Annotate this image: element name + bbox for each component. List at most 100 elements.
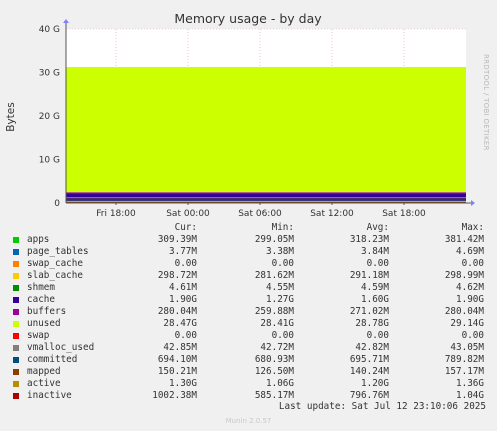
- legend-max-value: 1.36G: [456, 378, 484, 389]
- legend-row-unused: unused 28.47G 28.41G 28.78G 29.14G: [12, 318, 487, 330]
- legend-swatch: [13, 321, 19, 327]
- legend-min-value: 281.62M: [254, 270, 294, 281]
- legend-min-value: 680.93M: [254, 354, 294, 365]
- legend-swatch: [13, 357, 19, 363]
- legend-cur-value: 4.61M: [169, 282, 197, 293]
- legend-label: committed: [27, 354, 78, 365]
- legend-avg-value: 1.20G: [361, 378, 389, 389]
- legend-max-value: 381.42M: [444, 234, 484, 245]
- legend-avg-value: 291.18M: [349, 270, 389, 281]
- legend-row-buffers: buffers 280.04M 259.88M 271.02M 280.04M: [12, 306, 487, 318]
- legend-max-value: 789.82M: [444, 354, 484, 365]
- legend-swatch: [13, 285, 19, 291]
- area-shmem: [66, 200, 466, 201]
- legend-avg-value: 4.59M: [361, 282, 389, 293]
- legend-avg-value: 271.02M: [349, 306, 389, 317]
- legend-swatch: [13, 393, 19, 399]
- legend-cur-value: 3.77M: [169, 246, 197, 257]
- legend-min-value: 3.38M: [266, 246, 294, 257]
- x-tick-label: Sat 06:00: [238, 209, 282, 219]
- legend-row-page-tables: page_tables 3.77M 3.38M 3.84M 4.69M: [12, 246, 487, 258]
- legend-max-value: 29.14G: [450, 318, 484, 329]
- legend-cur-value: 0.00: [174, 258, 197, 269]
- legend-max-value: 4.69M: [456, 246, 484, 257]
- legend-cur-value: 1.90G: [169, 294, 197, 305]
- legend-cur-value: 309.39M: [157, 234, 197, 245]
- legend-label: vmalloc_used: [27, 342, 95, 353]
- y-tick-label: 40 G: [39, 25, 60, 35]
- legend-max-value: 4.62M: [456, 282, 484, 293]
- legend-row-active: active 1.30G 1.06G 1.20G 1.36G: [12, 378, 487, 390]
- legend-cur-value: 28.47G: [163, 318, 197, 329]
- area-unused: [66, 66, 466, 193]
- legend-max-value: 1.90G: [456, 294, 484, 305]
- y-tick-label: 20 G: [39, 112, 60, 122]
- x-tick-label: Sat 00:00: [166, 209, 210, 219]
- legend-avg-value: 140.24M: [349, 366, 389, 377]
- y-tick-label: 10 G: [39, 156, 60, 166]
- legend-max-value: 280.04M: [444, 306, 484, 317]
- legend-cur-value: 1.30G: [169, 378, 197, 389]
- legend-min-value: 259.88M: [254, 306, 294, 317]
- legend-min-value: 126.50M: [254, 366, 294, 377]
- legend-row-cache: cache 1.90G 1.27G 1.60G 1.90G: [12, 294, 487, 306]
- legend-avg-value: 695.71M: [349, 354, 389, 365]
- legend-label: swap_cache: [27, 258, 83, 269]
- legend-avg-value: 796.76M: [349, 390, 389, 401]
- legend-row-swap-cache: swap_cache 0.00 0.00 0.00 0.00: [12, 258, 487, 270]
- legend-min-value: 42.72M: [260, 342, 294, 353]
- legend-row-apps: apps 309.39M 299.05M 318.23M 381.42M: [12, 234, 487, 246]
- x-tick-label: Sat 18:00: [382, 209, 426, 219]
- legend-label: cache: [27, 294, 55, 305]
- legend-avg-value: 0.00: [366, 330, 389, 341]
- legend-swatch: [13, 309, 19, 315]
- legend-cur-value: 298.72M: [157, 270, 197, 281]
- legend-min-value: 1.06G: [266, 378, 294, 389]
- legend-max-value: 43.05M: [450, 342, 484, 353]
- legend-cur-value: 280.04M: [157, 306, 197, 317]
- legend-row-slab-cache: slab_cache 298.72M 281.62M 291.18M 298.99M: [12, 270, 487, 282]
- legend-swatch: [13, 345, 19, 351]
- rrdtool-credit: RRDTOOL / TOBI OETIKER: [482, 54, 490, 151]
- legend-avg-value: 28.78G: [355, 318, 389, 329]
- y-axis-arrow: [63, 19, 69, 23]
- legend-label: apps: [27, 234, 50, 245]
- legend-avg-value: 42.82M: [355, 342, 389, 353]
- legend-label: mapped: [27, 366, 61, 377]
- legend-label: page_tables: [27, 246, 89, 257]
- legend-swatch: [13, 249, 19, 255]
- col-max-header: Max:: [461, 222, 484, 233]
- x-tick-label: Sat 12:00: [310, 209, 354, 219]
- legend-swatch: [13, 237, 19, 243]
- legend-min-value: 0.00: [271, 330, 294, 341]
- munin-version: Munin 2.0.57: [225, 417, 272, 425]
- legend-table: Cur: Min: Avg: Max: apps 309.39M 299.05M 31…: [12, 222, 487, 402]
- legend-swatch: [13, 273, 19, 279]
- legend-swatch: [13, 297, 19, 303]
- area-buffers: [66, 192, 466, 194]
- legend-min-value: 4.55M: [266, 282, 294, 293]
- legend-cur-value: 0.00: [174, 330, 197, 341]
- legend-min-value: 28.41G: [260, 318, 294, 329]
- x-axis-arrow: [471, 200, 475, 206]
- legend-cur-value: 694.10M: [157, 354, 197, 365]
- col-min-header: Min:: [271, 222, 294, 233]
- legend-max-value: 0.00: [461, 258, 484, 269]
- legend-label: slab_cache: [27, 270, 83, 281]
- legend-label: swap: [27, 330, 50, 341]
- legend-row-inactive: inactive 1002.38M 585.17M 796.76M 1.04G: [12, 390, 487, 402]
- y-axis-label: Bytes: [5, 102, 17, 131]
- legend-label: active: [27, 378, 61, 389]
- legend-max-value: 1.04G: [456, 390, 484, 401]
- legend-avg-value: 3.84M: [361, 246, 389, 257]
- legend-min-value: 299.05M: [254, 234, 294, 245]
- legend-row-mapped: mapped 150.21M 126.50M 140.24M 157.17M: [12, 366, 487, 378]
- legend-cur-value: 1002.38M: [152, 390, 197, 401]
- legend-row-shmem: shmem 4.61M 4.55M 4.59M 4.62M: [12, 282, 487, 294]
- legend-min-value: 0.00: [271, 258, 294, 269]
- legend-rows: apps 309.39M 299.05M 318.23M 381.42M page_tab…: [12, 234, 487, 402]
- legend-header: Cur: Min: Avg: Max:: [12, 222, 487, 234]
- legend-label: inactive: [27, 390, 72, 401]
- legend-max-value: 298.99M: [444, 270, 484, 281]
- legend-swatch: [13, 369, 19, 375]
